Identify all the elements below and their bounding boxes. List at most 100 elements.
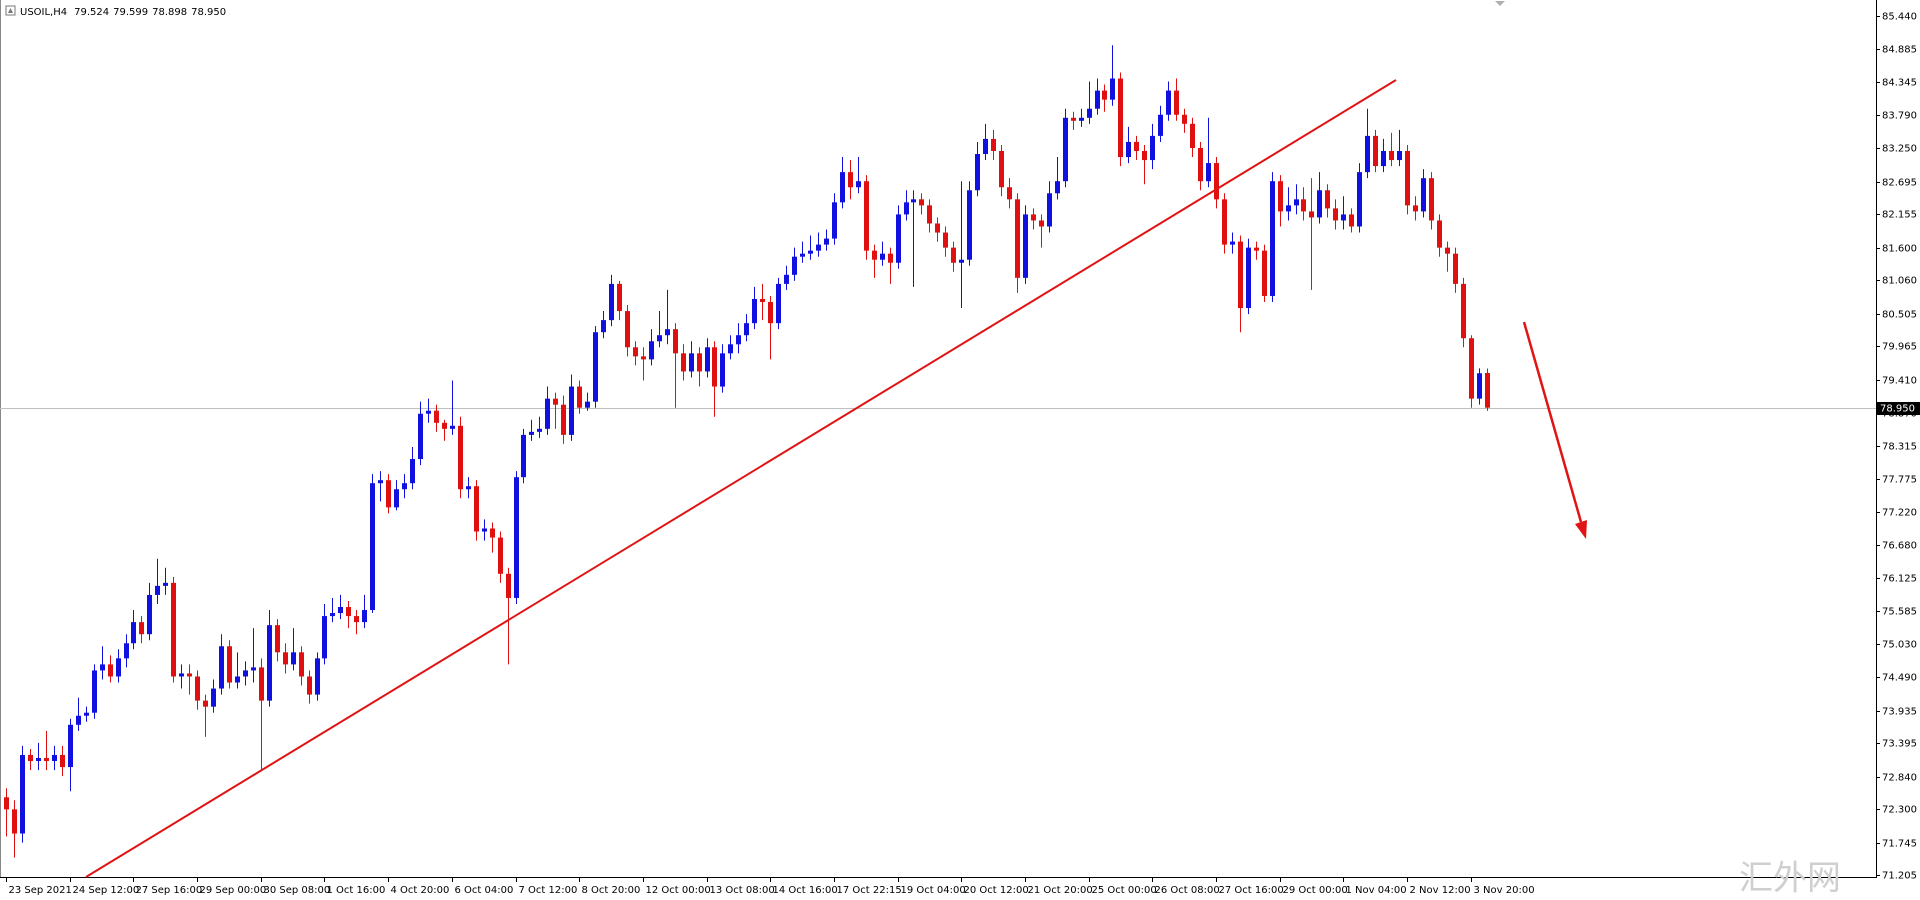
candle-body <box>975 154 980 191</box>
shift-marker <box>1495 1 1505 6</box>
candle-body <box>370 483 375 611</box>
watermark: 汇外网 <box>1739 859 1841 899</box>
x-tick-label: 29 Sep 00:00 <box>200 885 267 896</box>
y-tick-label: 82.155 <box>1882 210 1917 221</box>
candle-body <box>227 646 232 683</box>
candle-body <box>330 613 335 617</box>
candle-body <box>211 688 216 707</box>
candle-body <box>36 758 41 762</box>
candle-body <box>1286 205 1291 212</box>
candle-body <box>1007 187 1012 200</box>
candle-body <box>442 422 447 429</box>
x-tick-label: 19 Oct 04:00 <box>901 885 966 896</box>
candle-body <box>712 347 717 387</box>
candle-body <box>1063 117 1068 182</box>
x-tick-label: 7 Oct 12:00 <box>519 885 578 896</box>
candle-body <box>784 274 789 284</box>
candle-body <box>991 138 996 151</box>
candle-body <box>1477 373 1482 399</box>
y-tick-label: 83.790 <box>1882 111 1917 122</box>
candle-body <box>84 712 89 716</box>
candle-body <box>697 353 702 372</box>
candle-body <box>1397 150 1402 161</box>
candle-body <box>673 329 678 354</box>
header-high: 79.599 <box>113 7 148 18</box>
candle-body <box>259 667 264 701</box>
plot-layer: 85.440 84.885 84.345 83.790 83.250 82.695 82.1… <box>0 12 1920 896</box>
candle-body <box>959 259 964 263</box>
candle-body <box>52 754 57 762</box>
x-tick-label: 1 Oct 16:00 <box>327 885 386 896</box>
arrow-head <box>1575 520 1587 539</box>
y-tick-label: 79.965 <box>1882 342 1917 353</box>
y-tick-label: 83.250 <box>1882 144 1917 155</box>
candle-body <box>1039 220 1044 227</box>
candle-body <box>458 425 463 490</box>
x-tick-label: 25 Oct 00:00 <box>1092 885 1157 896</box>
candle-body <box>1023 214 1028 278</box>
last-price-label: 78.950 <box>1880 404 1915 415</box>
x-tick-label: 24 Sep 12:00 <box>73 885 140 896</box>
x-tick-label: 23 Sep 2021 <box>9 885 72 896</box>
candle-body <box>108 664 113 677</box>
candle-body <box>1254 247 1259 251</box>
candle-body <box>1031 214 1036 221</box>
candle-body <box>545 398 550 429</box>
candle-body <box>1349 214 1354 227</box>
candle-body <box>498 537 503 574</box>
y-tick-label: 76.125 <box>1882 574 1917 585</box>
candle-body <box>904 202 909 215</box>
x-tick-label: 14 Oct 16:00 <box>773 885 838 896</box>
candle-body <box>354 616 359 623</box>
candle-body <box>490 528 495 538</box>
candle-body <box>689 353 694 372</box>
y-tick-label: 74.490 <box>1882 673 1917 684</box>
candle-body <box>1222 199 1227 245</box>
x-tick-label: 3 Nov 20:00 <box>1474 885 1535 896</box>
candle-body <box>92 670 97 713</box>
candle-body <box>450 425 455 429</box>
candle-body <box>919 199 924 206</box>
x-tick-label: 13 Oct 08:00 <box>710 885 775 896</box>
candle-body <box>346 607 351 617</box>
candle-body <box>378 480 383 484</box>
candle-body <box>1142 150 1147 161</box>
candle-body <box>951 247 956 263</box>
candle-body <box>641 356 646 360</box>
candle-body <box>1079 117 1084 121</box>
candle-body <box>736 335 741 345</box>
candle-body <box>1485 373 1490 408</box>
y-tick-label: 77.220 <box>1882 508 1917 519</box>
candle-body <box>943 232 948 248</box>
candle-body <box>665 329 670 336</box>
chart-header: USOIL,H4 79.524 79.599 78.898 78.950 <box>20 7 226 18</box>
candle-body <box>983 138 988 155</box>
candle-body <box>728 344 733 354</box>
candle-body <box>410 459 415 484</box>
candle-body <box>1301 199 1306 212</box>
candle-body <box>402 483 407 490</box>
candle-body <box>1174 90 1179 115</box>
candle-body <box>418 413 423 460</box>
symbol-icon <box>5 5 16 16</box>
candle-body <box>187 673 192 677</box>
candle-body <box>100 664 105 671</box>
x-tick-label: 27 Oct 16:00 <box>1219 885 1284 896</box>
candle-body <box>1461 283 1466 339</box>
candle-body <box>1166 90 1171 115</box>
candle-body <box>1047 193 1052 227</box>
candle-body <box>935 223 940 233</box>
candle-body <box>514 477 519 598</box>
candle-body <box>1055 181 1060 194</box>
candle-body <box>1270 181 1275 296</box>
y-tick-label: 85.440 <box>1882 12 1917 23</box>
candle-body <box>474 486 479 532</box>
candle-body <box>251 667 256 671</box>
x-tick-label: 2 Nov 12:00 <box>1410 885 1471 896</box>
candle-body <box>1190 123 1195 148</box>
candle-body <box>506 573 511 598</box>
candle-body <box>808 250 813 254</box>
y-tick-label: 84.345 <box>1882 78 1917 89</box>
